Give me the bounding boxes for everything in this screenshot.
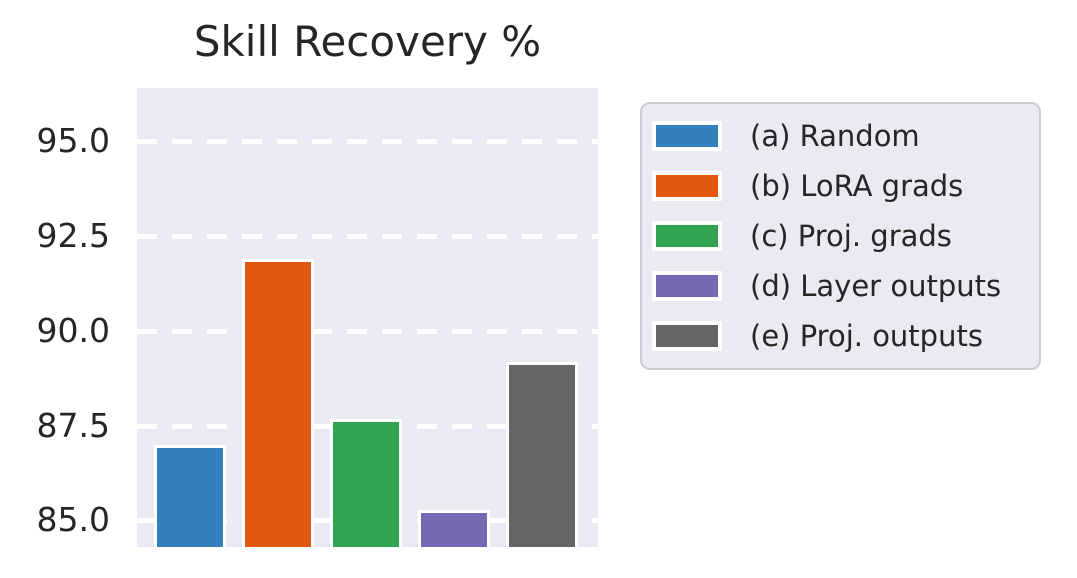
legend-swatch-frame (652, 321, 722, 351)
legend-swatch-icon (656, 225, 718, 247)
legend-item-a-random: (a) Random (652, 111, 1025, 161)
y-tick-label: 87.5 (36, 405, 110, 445)
legend-swatch-icon (656, 175, 718, 197)
legend-label: (d) Layer outputs (750, 269, 1002, 303)
legend-swatch-icon (656, 275, 718, 297)
legend-swatch-frame (652, 221, 722, 251)
legend-label: (e) Proj. outputs (750, 319, 983, 353)
gridline-y-95.0 (137, 139, 598, 145)
bar-b-lora-grads (242, 259, 314, 550)
plot-area (137, 88, 598, 550)
y-tick-label: 90.0 (36, 310, 110, 350)
bar-a-random (154, 445, 226, 550)
legend-label: (c) Proj. grads (750, 219, 952, 253)
y-tick-label: 92.5 (36, 215, 110, 255)
legend-item-e-proj-outputs: (e) Proj. outputs (652, 311, 1025, 361)
legend-swatch-frame (652, 171, 722, 201)
legend-swatch-frame (652, 271, 722, 301)
legend-swatch-icon (656, 125, 718, 147)
y-tick-label: 95.0 (36, 121, 110, 161)
legend-item-c-proj-grads: (c) Proj. grads (652, 211, 1025, 261)
legend: (a) Random (b) LoRA grads (c) Proj. grads (… (640, 102, 1041, 370)
y-tick-label: 85.0 (36, 500, 110, 540)
gridline-y-92.5 (137, 233, 598, 239)
gridline-y-90.0 (137, 328, 598, 334)
bar-d-layer-outputs (418, 509, 490, 550)
legend-label: (b) LoRA grads (750, 169, 964, 203)
legend-item-b-lora-grads: (b) LoRA grads (652, 161, 1025, 211)
chart-title: Skill Recovery % (193, 17, 542, 66)
bar-e-proj-outputs (506, 361, 578, 550)
legend-label: (a) Random (750, 119, 920, 153)
legend-swatch-frame (652, 121, 722, 151)
bar-c-proj-grads (330, 418, 402, 550)
legend-swatch-icon (656, 325, 718, 347)
legend-item-d-layer-outputs: (d) Layer outputs (652, 261, 1025, 311)
